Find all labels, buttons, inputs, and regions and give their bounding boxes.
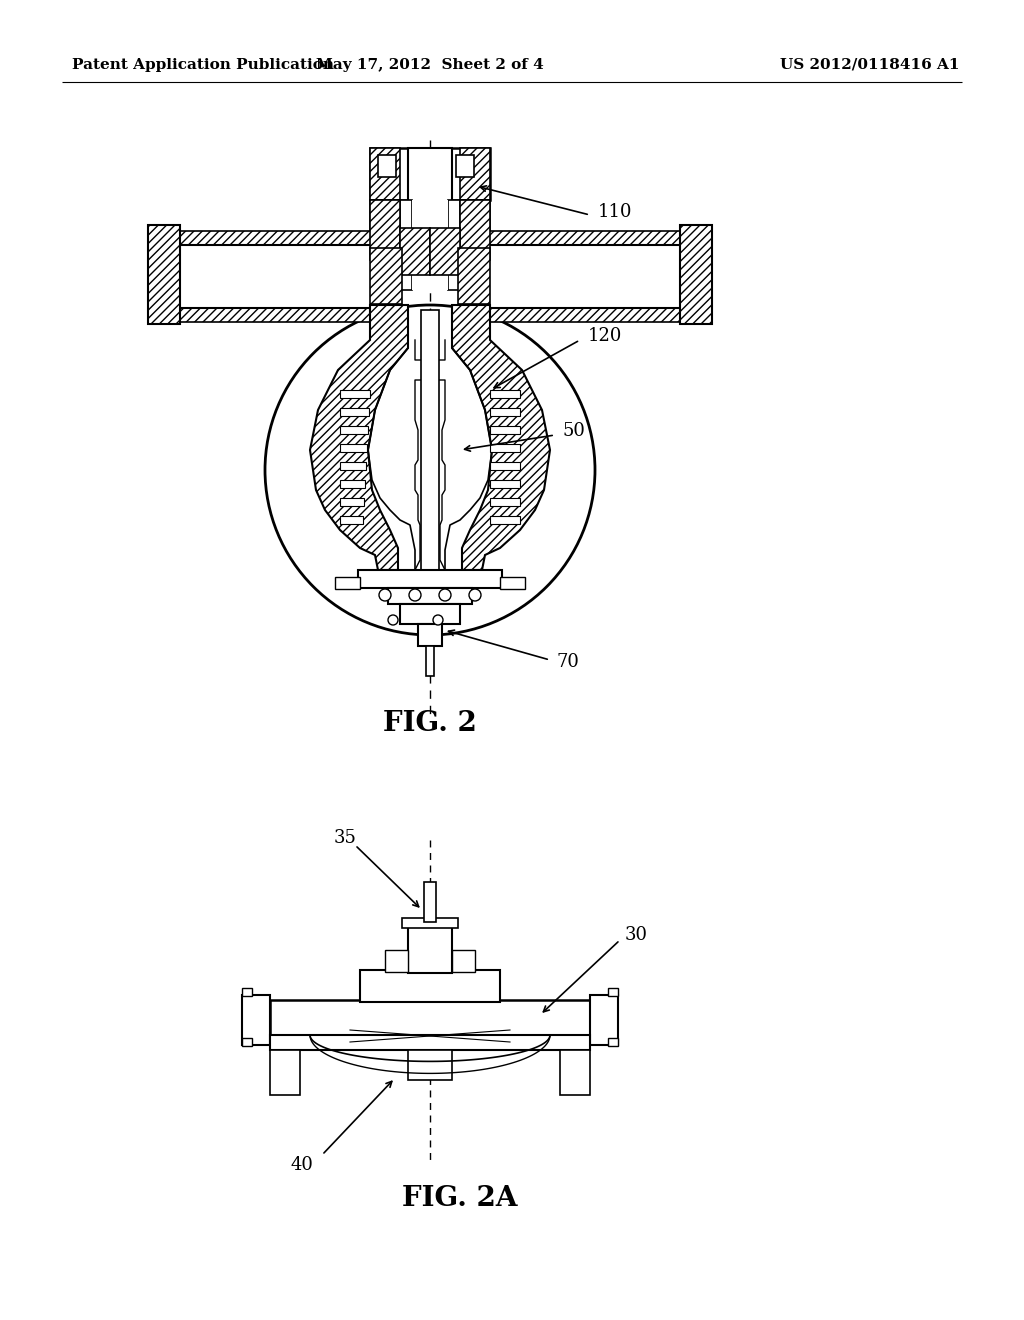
Text: 40: 40 [291, 1156, 313, 1173]
Polygon shape [460, 246, 682, 308]
Polygon shape [460, 201, 490, 260]
Text: FIG. 2A: FIG. 2A [402, 1185, 518, 1212]
Polygon shape [458, 248, 490, 304]
Text: 30: 30 [625, 927, 648, 944]
Text: 120: 120 [588, 327, 623, 345]
Polygon shape [370, 148, 490, 201]
Polygon shape [490, 444, 520, 451]
Circle shape [409, 589, 421, 601]
Polygon shape [378, 154, 396, 177]
Polygon shape [449, 201, 460, 290]
Polygon shape [178, 308, 400, 322]
Polygon shape [460, 148, 490, 201]
Text: 110: 110 [598, 203, 633, 220]
Polygon shape [608, 1038, 618, 1045]
Polygon shape [680, 224, 712, 323]
Polygon shape [370, 148, 400, 201]
Text: 70: 70 [556, 653, 579, 671]
Polygon shape [310, 305, 408, 570]
Polygon shape [178, 231, 400, 246]
Polygon shape [340, 426, 368, 434]
Polygon shape [340, 408, 369, 416]
Text: 35: 35 [334, 829, 356, 847]
Circle shape [388, 615, 398, 624]
Text: FIG. 2: FIG. 2 [383, 710, 477, 737]
Polygon shape [460, 201, 490, 275]
Polygon shape [456, 154, 474, 177]
Polygon shape [388, 587, 472, 605]
Text: May 17, 2012  Sheet 2 of 4: May 17, 2012 Sheet 2 of 4 [316, 58, 544, 73]
Polygon shape [242, 987, 252, 997]
Polygon shape [270, 1001, 590, 1035]
Polygon shape [242, 1038, 252, 1045]
Polygon shape [490, 389, 520, 399]
Text: US 2012/0118416 A1: US 2012/0118416 A1 [780, 58, 961, 73]
Polygon shape [490, 498, 520, 506]
Polygon shape [412, 201, 449, 290]
Polygon shape [400, 605, 460, 624]
Polygon shape [490, 408, 520, 416]
Polygon shape [418, 624, 442, 645]
Text: 50: 50 [562, 422, 585, 440]
Polygon shape [608, 987, 618, 997]
Circle shape [469, 589, 481, 601]
Polygon shape [340, 444, 367, 451]
Polygon shape [430, 228, 460, 275]
Polygon shape [490, 516, 520, 524]
Polygon shape [370, 201, 400, 260]
Polygon shape [340, 480, 365, 488]
Polygon shape [490, 426, 520, 434]
Circle shape [379, 589, 391, 601]
Polygon shape [424, 882, 436, 921]
Polygon shape [490, 480, 520, 488]
Polygon shape [385, 950, 408, 972]
Polygon shape [400, 201, 412, 290]
Polygon shape [270, 1049, 300, 1096]
Circle shape [433, 615, 443, 624]
Polygon shape [370, 201, 400, 275]
Polygon shape [490, 462, 520, 470]
Polygon shape [340, 389, 370, 399]
Text: Patent Application Publication: Patent Application Publication [72, 58, 334, 73]
Polygon shape [590, 995, 618, 1045]
Polygon shape [452, 305, 550, 570]
Polygon shape [400, 228, 430, 275]
Polygon shape [242, 995, 270, 1045]
Polygon shape [408, 148, 452, 209]
Polygon shape [460, 246, 682, 308]
Polygon shape [460, 308, 682, 322]
Polygon shape [402, 917, 458, 928]
Polygon shape [370, 248, 402, 304]
Polygon shape [500, 577, 525, 589]
Polygon shape [452, 950, 475, 972]
Polygon shape [460, 231, 682, 246]
Polygon shape [178, 246, 400, 308]
Polygon shape [360, 970, 500, 1002]
Circle shape [439, 589, 451, 601]
Polygon shape [358, 570, 502, 587]
Polygon shape [408, 1049, 452, 1080]
Polygon shape [340, 498, 364, 506]
Polygon shape [560, 1049, 590, 1096]
Polygon shape [408, 925, 452, 973]
Polygon shape [178, 246, 400, 308]
Polygon shape [270, 1035, 590, 1049]
Polygon shape [148, 224, 180, 323]
Polygon shape [421, 310, 439, 570]
Polygon shape [335, 577, 360, 589]
Polygon shape [426, 645, 434, 676]
Polygon shape [340, 516, 362, 524]
Polygon shape [340, 462, 366, 470]
